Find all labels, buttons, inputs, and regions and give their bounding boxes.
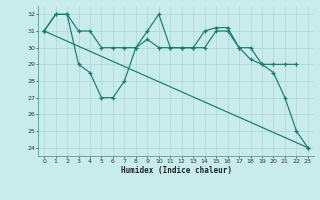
X-axis label: Humidex (Indice chaleur): Humidex (Indice chaleur) [121, 166, 231, 175]
